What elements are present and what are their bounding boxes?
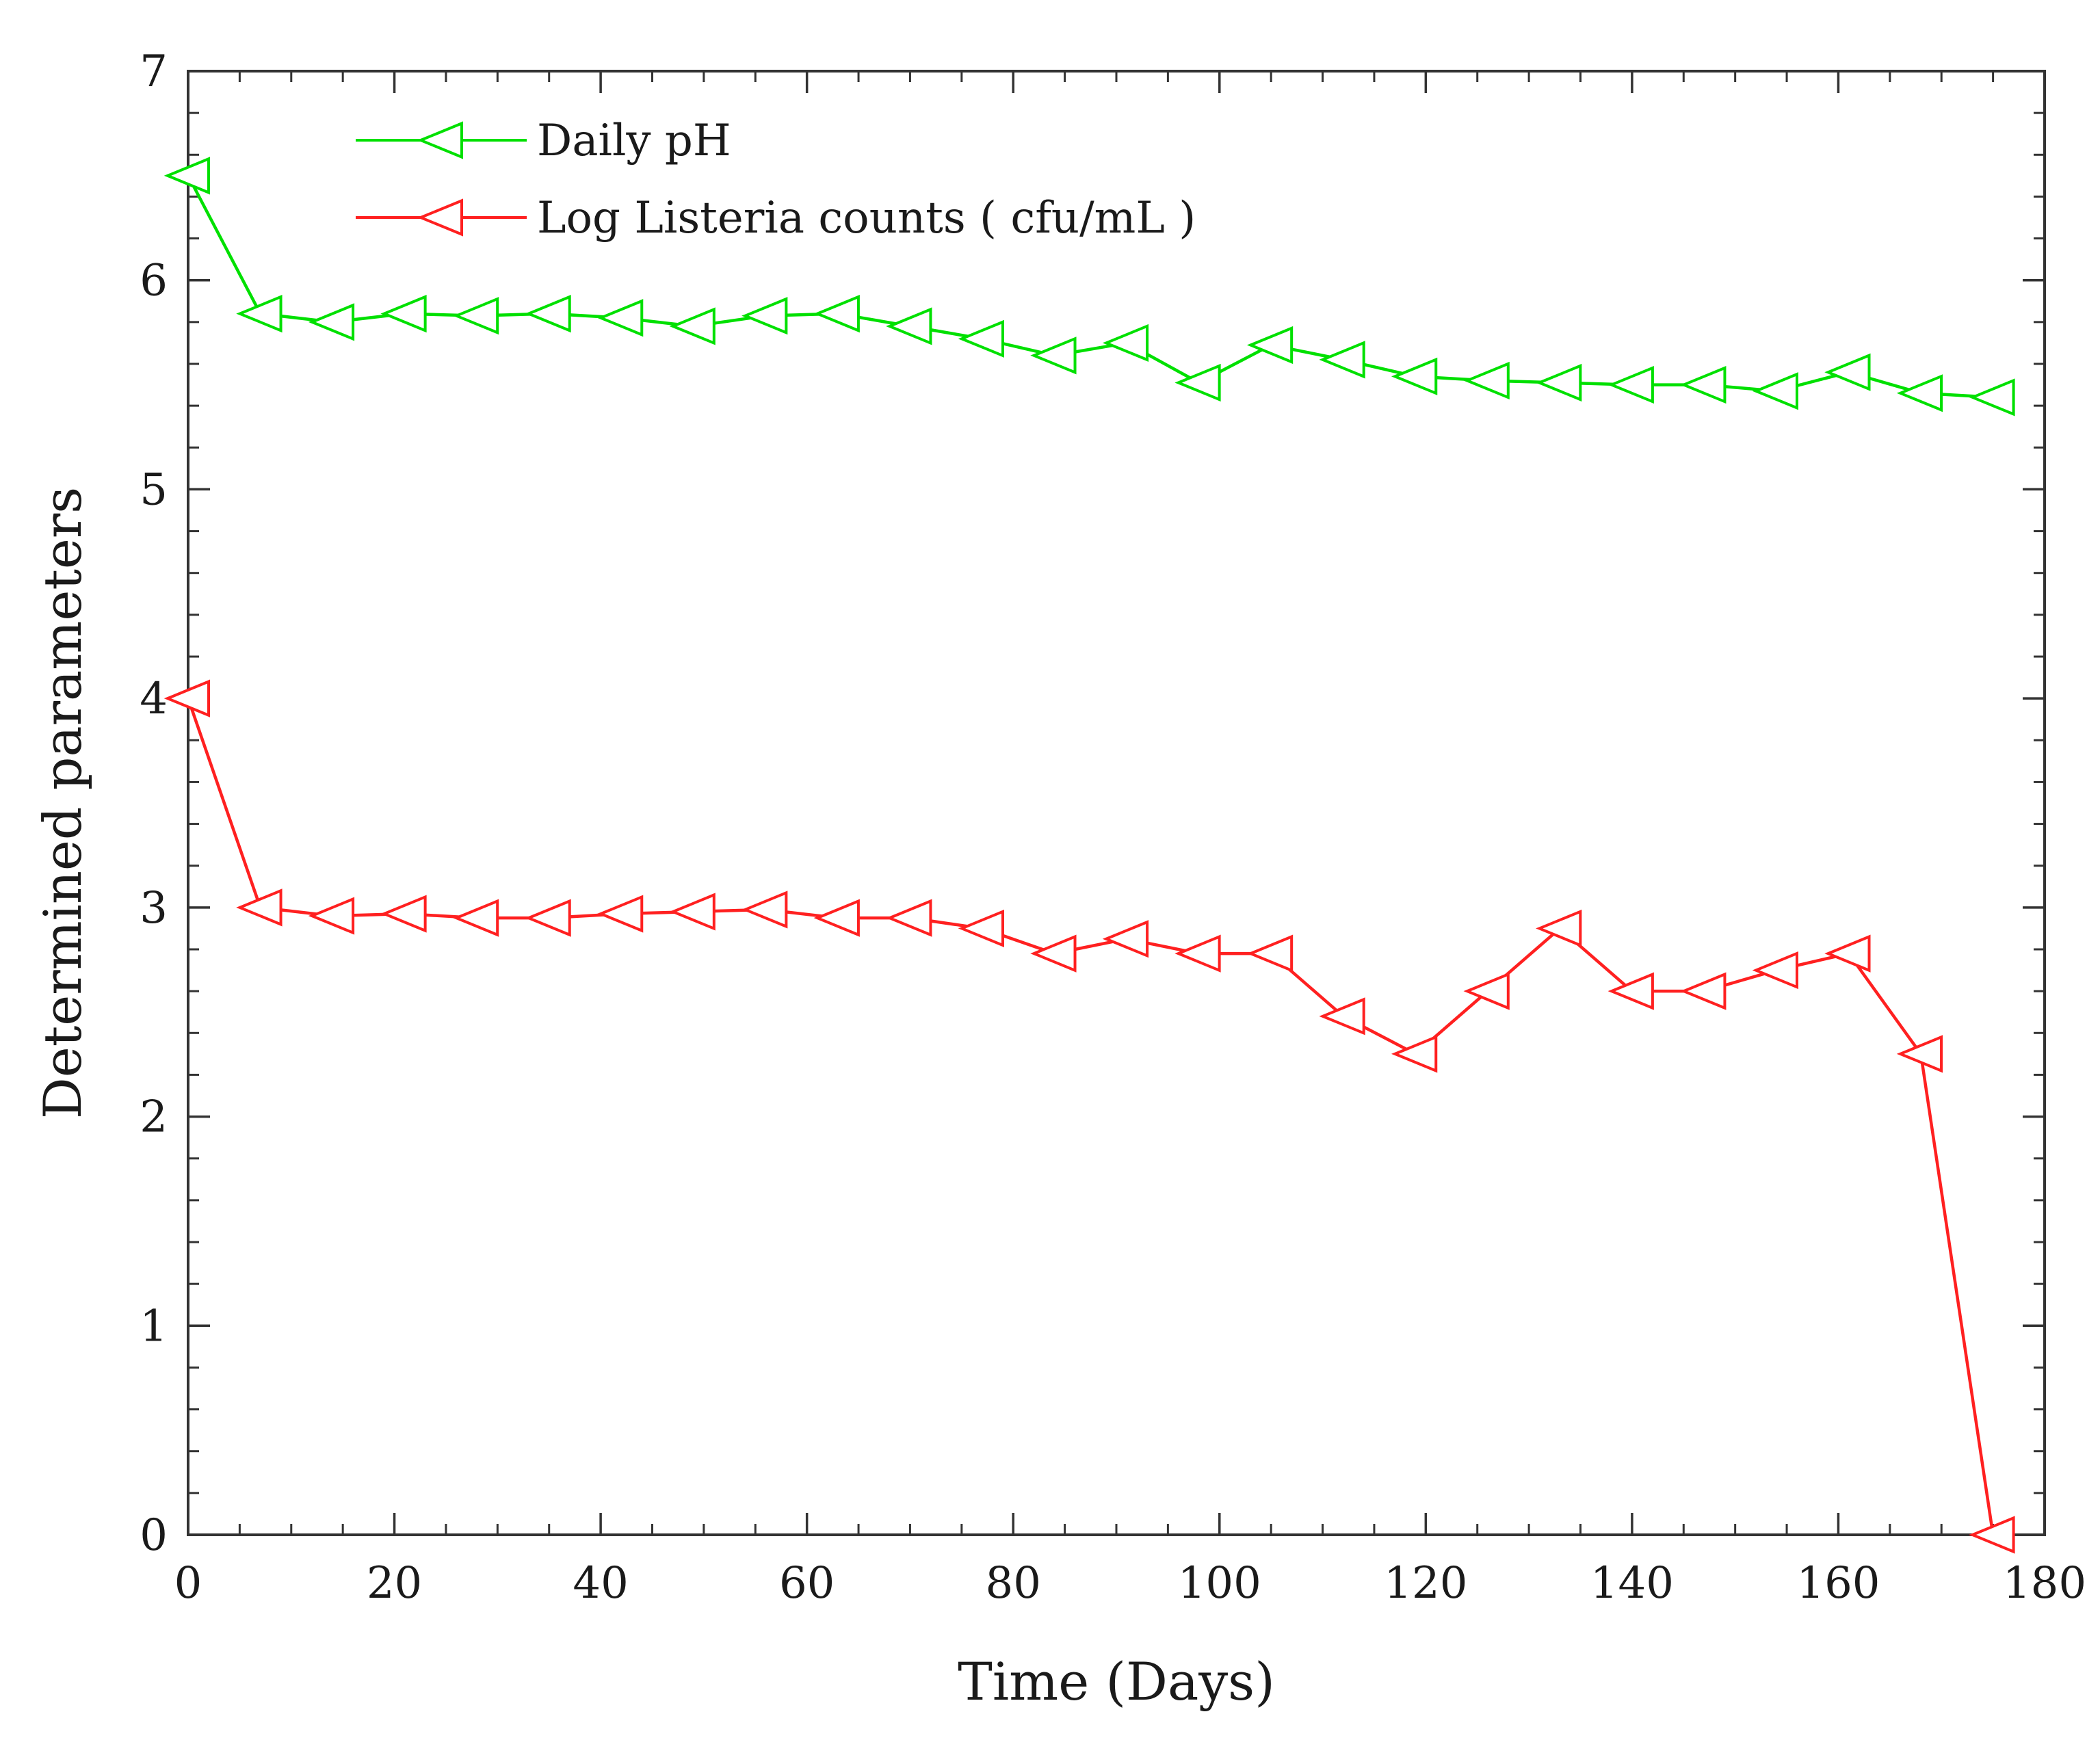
x-tick-label: 80 (986, 1558, 1041, 1609)
data-point-daily-ph (1824, 353, 1871, 391)
legend: Daily pH Log Listeria counts ( cfu/mL ) (356, 116, 1196, 243)
data-point-log-listeria (596, 895, 644, 933)
data-point-daily-ph (1680, 365, 1727, 404)
x-tick-label: 0 (174, 1558, 202, 1609)
data-point-log-listeria (958, 909, 1004, 948)
data-point-daily-ph (1391, 357, 1438, 395)
data-point-log-listeria (813, 899, 860, 937)
data-point-log-listeria (1752, 951, 1798, 990)
data-point-daily-ph (1246, 326, 1294, 365)
data-point-log-listeria (1319, 997, 1365, 1036)
y-tick-label: 2 (140, 1092, 168, 1143)
data-point-log-listeria (1174, 934, 1221, 973)
data-point-log-listeria (1969, 1516, 2015, 1554)
legend-marker-daily-ph (417, 121, 463, 159)
x-tick-label: 60 (779, 1558, 835, 1609)
data-point-log-listeria (1030, 934, 1077, 973)
y-tick-label: 4 (140, 674, 168, 724)
data-point-daily-ph (1102, 324, 1149, 362)
y-tick-label: 0 (140, 1510, 168, 1561)
y-axis-title: Determined parameters (32, 487, 93, 1119)
data-point-daily-ph (380, 295, 427, 333)
data-point-daily-ph (1896, 374, 1943, 412)
data-point-daily-ph (886, 307, 932, 345)
data-point-daily-ph (1536, 363, 1582, 402)
data-point-daily-ph (1174, 363, 1221, 402)
y-tick-labels: 0 1 2 3 4 5 6 7 (140, 47, 168, 1561)
x-tick-label: 20 (367, 1558, 422, 1609)
data-point-log-listeria (1607, 972, 1654, 1010)
data-point-log-listeria (886, 899, 932, 937)
minor-ticks (188, 71, 2045, 1535)
y-tick-label: 7 (140, 47, 168, 97)
data-point-log-listeria (525, 899, 571, 937)
data-point-log-listeria (1896, 1035, 1943, 1073)
data-point-log-listeria (380, 895, 427, 933)
x-tick-label: 120 (1384, 1558, 1467, 1609)
data-point-log-listeria (452, 899, 499, 937)
y-tick-label: 3 (140, 883, 168, 934)
y-tick-label: 6 (140, 256, 168, 306)
x-tick-label: 100 (1178, 1558, 1261, 1609)
data-point-daily-ph (1319, 341, 1365, 379)
data-point-daily-ph (1969, 378, 2015, 417)
x-tick-label: 180 (2003, 1558, 2086, 1609)
data-point-daily-ph (958, 319, 1004, 358)
legend-label-daily-ph: Daily pH (537, 116, 731, 166)
legend-label-log-listeria: Log Listeria counts ( cfu/mL ) (537, 193, 1196, 243)
x-tick-labels: 0 20 40 60 80 100 120 140 160 180 (174, 1558, 2086, 1609)
data-point-daily-ph (596, 299, 644, 337)
data-point-log-listeria (1246, 934, 1294, 973)
data-point-daily-ph (525, 295, 571, 333)
data-point-daily-ph (813, 295, 860, 333)
x-tick-label: 160 (1796, 1558, 1880, 1609)
data-point-daily-ph (1752, 372, 1798, 410)
data-point-daily-ph (1607, 365, 1654, 404)
data-point-log-listeria (1102, 920, 1149, 958)
data-point-log-listeria (1463, 972, 1510, 1010)
data-point-log-listeria (163, 679, 210, 717)
series-layer (163, 157, 2015, 1554)
data-point-daily-ph (163, 157, 210, 195)
data-point-log-listeria (236, 888, 283, 927)
data-point-log-listeria (1391, 1035, 1438, 1073)
data-point-log-listeria (1680, 972, 1727, 1010)
data-point-daily-ph (236, 295, 283, 333)
x-tick-label: 140 (1590, 1558, 1674, 1609)
data-point-daily-ph (741, 297, 788, 335)
data-point-log-listeria (669, 893, 716, 931)
legend-marker-log-listeria (417, 198, 463, 237)
y-tick-label: 1 (140, 1301, 168, 1352)
data-point-log-listeria (1824, 934, 1871, 973)
data-point-daily-ph (1030, 337, 1077, 375)
data-point-log-listeria (1536, 909, 1582, 948)
data-point-daily-ph (669, 307, 716, 345)
data-point-daily-ph (308, 303, 355, 341)
y-tick-label: 5 (140, 464, 168, 515)
data-point-log-listeria (308, 897, 355, 935)
data-point-daily-ph (1463, 361, 1510, 400)
data-point-daily-ph (452, 297, 499, 335)
plot-frame (187, 70, 2046, 1536)
data-point-log-listeria (741, 891, 788, 929)
x-tick-label: 40 (573, 1558, 628, 1609)
x-axis-title: Time (Days) (958, 1651, 1275, 1712)
